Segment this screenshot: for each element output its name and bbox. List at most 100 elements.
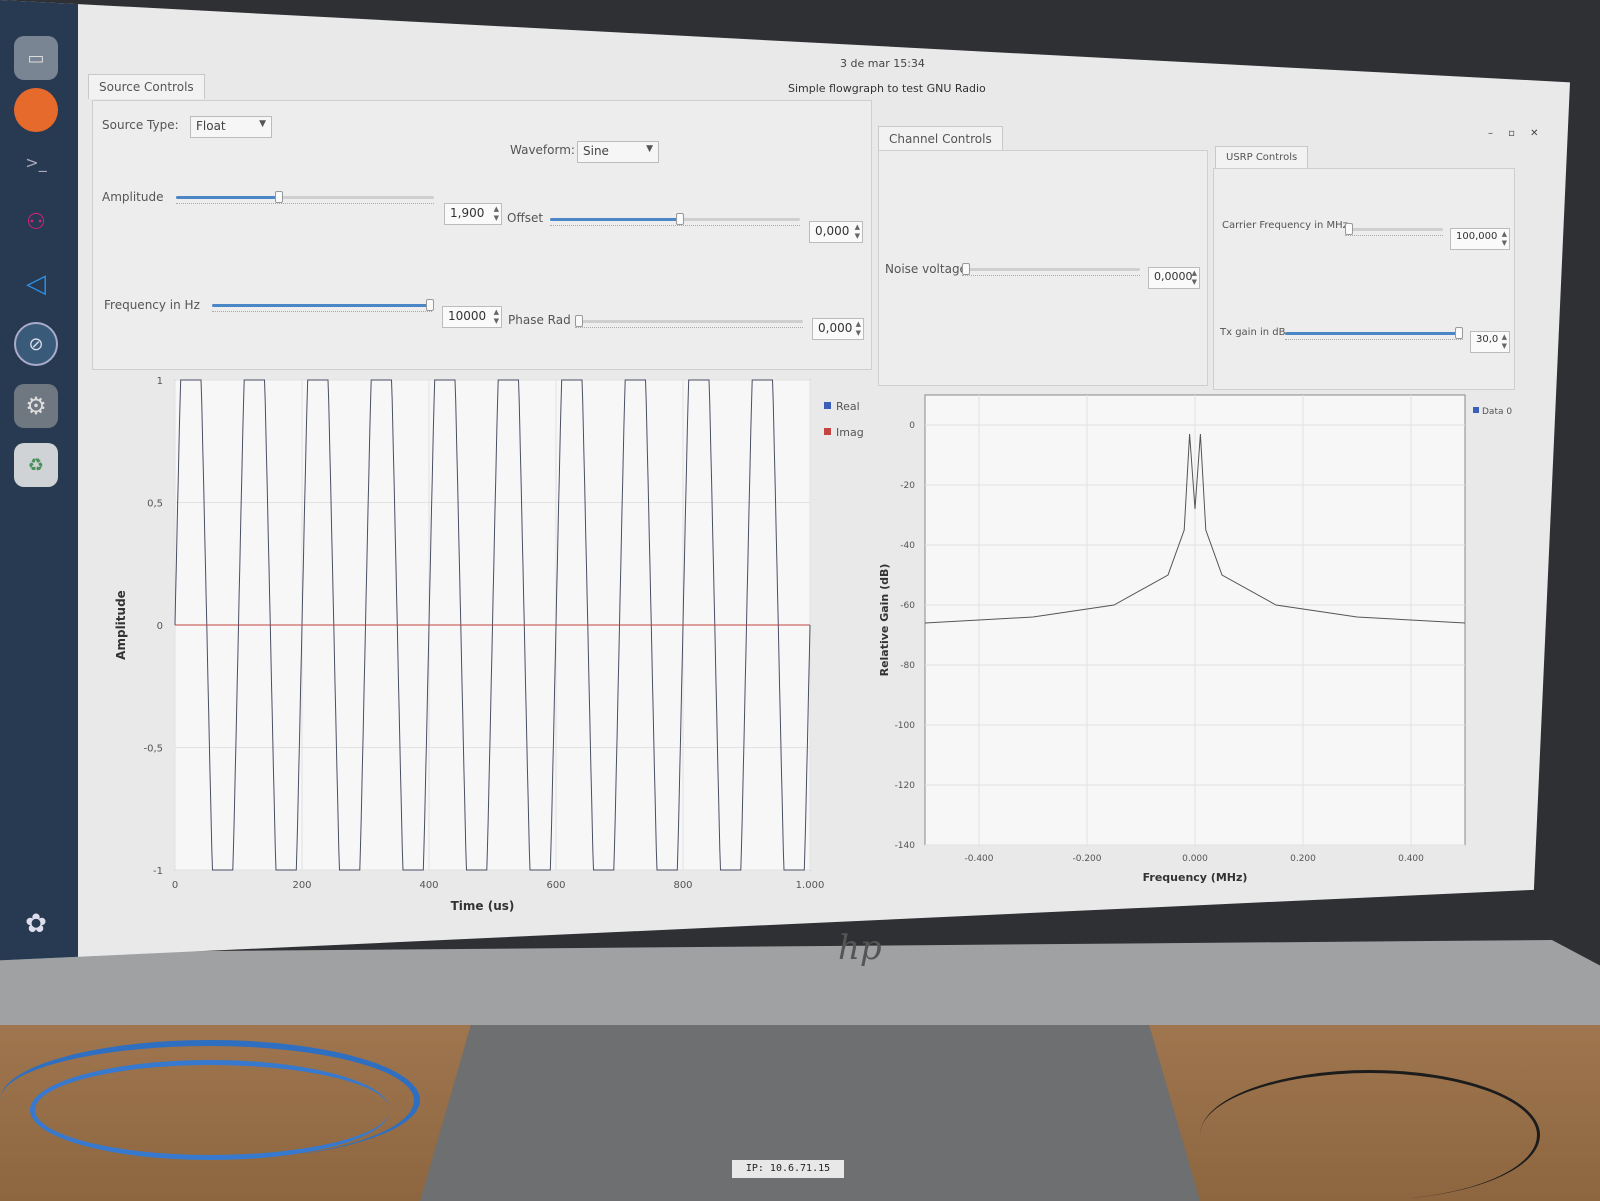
network-cable — [0, 1040, 420, 1160]
app-grid-icon[interactable]: ✿ — [25, 909, 47, 939]
chevron-down-icon: ▼ — [646, 144, 653, 154]
legend-swatch-data0 — [1473, 407, 1479, 413]
slider-ticks — [1345, 235, 1443, 237]
txgain-slider[interactable] — [1285, 326, 1464, 342]
y-tick-label: 0 — [909, 421, 915, 431]
phase-spinbox[interactable]: 0,000 ▲ ▼ — [812, 318, 864, 340]
x-tick-label: 400 — [419, 880, 438, 891]
spin-arrows-icon[interactable]: ▲ ▼ — [1501, 230, 1507, 247]
update-icon[interactable]: ⊘ — [14, 322, 58, 366]
power-cable — [1200, 1070, 1540, 1200]
slider-handle[interactable] — [275, 191, 284, 203]
slider-handle[interactable] — [425, 299, 434, 311]
tab-channel-controls[interactable]: Channel Controls — [878, 126, 1003, 151]
spin-arrows-icon[interactable]: ▲ ▼ — [1501, 333, 1507, 350]
offset-slider[interactable] — [550, 212, 800, 228]
txgain-value: 30,0 — [1476, 334, 1499, 345]
gnuradio-icon[interactable]: ⚇ — [26, 209, 46, 235]
monitor-chin — [0, 940, 1600, 1025]
window-controls[interactable]: – ▫ ✕ — [1488, 128, 1545, 139]
y-tick-label: -1 — [153, 866, 163, 877]
usrp-controls-panel — [1213, 168, 1515, 390]
time-domain-plot[interactable]: 0 200 400 600 800 1.000 1 0,5 0 -0,5 -1 Time (us) Am… — [100, 370, 870, 915]
x-tick-label: 800 — [673, 880, 692, 891]
spin-arrows-icon[interactable]: ▲ ▼ — [493, 308, 499, 325]
y-tick-label: -0,5 — [143, 744, 163, 755]
x-axis-title: Time (us) — [451, 899, 515, 913]
carrier-slider[interactable] — [1345, 222, 1443, 238]
legend-label-data0: Data 0 — [1482, 407, 1512, 417]
x-tick-label: 0.400 — [1398, 854, 1424, 864]
y-tick-label: -20 — [900, 481, 915, 491]
offset-spinbox[interactable]: 0,000 ▲ ▼ — [809, 221, 863, 243]
spin-arrows-icon[interactable]: ▲ ▼ — [854, 223, 860, 240]
settings-icon[interactable]: ⚙ — [14, 384, 58, 428]
window-title: Simple flowgraph to test GNU Radio — [788, 82, 986, 95]
carrier-label: Carrier Frequency in MHz — [1222, 220, 1348, 231]
source-type-dropdown[interactable]: Float ▼ — [190, 116, 272, 138]
spin-arrows-icon[interactable]: ▲ ▼ — [1191, 269, 1197, 286]
slider-ticks — [212, 311, 432, 313]
amplitude-label: Amplitude — [102, 190, 164, 204]
spin-arrows-icon[interactable]: ▲ ▼ — [855, 320, 861, 337]
trash-icon[interactable]: ♻ — [14, 443, 58, 487]
phase-label: Phase Rad — [508, 313, 571, 327]
phase-slider[interactable] — [575, 314, 803, 330]
offset-value: 0,000 — [815, 224, 850, 238]
slider-handle[interactable] — [676, 213, 684, 225]
slider-ticks — [962, 275, 1140, 277]
frequency-plot[interactable]: -0.400 -0.200 0.000 0.200 0.400 0 -20 -40 -60 -80… — [870, 385, 1520, 885]
source-type-value: Float — [196, 119, 226, 133]
slider-ticks — [550, 225, 800, 227]
vscode-icon[interactable]: ◁ — [26, 269, 46, 299]
spin-arrows-icon[interactable]: ▲ ▼ — [493, 205, 499, 222]
carrier-spinbox[interactable]: 100,000 ▲ ▼ — [1450, 228, 1510, 250]
series-line-data0 — [924, 433, 1466, 624]
legend-label-imag: Imag — [836, 426, 864, 439]
frequency-value: 10000 — [448, 309, 487, 323]
network-cable — [30, 1060, 390, 1160]
clock[interactable]: 3 de mar 15:34 — [840, 57, 925, 70]
slider-handle[interactable] — [1455, 327, 1464, 339]
y-tick-label: -100 — [895, 721, 916, 731]
noise-spinbox[interactable]: 0,0000 ▲ ▼ — [1148, 267, 1200, 289]
slider-handle[interactable] — [1345, 223, 1353, 235]
slider-handle[interactable] — [962, 263, 970, 275]
slider-ticks — [176, 203, 434, 205]
y-tick-label: -60 — [900, 601, 915, 611]
slider-track — [1345, 228, 1443, 231]
txgain-spinbox[interactable]: 30,0 ▲ ▼ — [1470, 331, 1510, 353]
terminal-icon[interactable]: >_ — [25, 152, 47, 172]
hp-logo: hp — [838, 928, 882, 968]
frequency-spinbox[interactable]: 10000 ▲ ▼ — [442, 306, 502, 328]
x-tick-label: 600 — [546, 880, 565, 891]
files-icon[interactable]: ▭ — [14, 36, 58, 80]
noise-slider[interactable] — [962, 262, 1140, 278]
x-tick-label: 200 — [292, 880, 311, 891]
x-tick-label: -0.200 — [1072, 854, 1101, 864]
legend-swatch-real — [824, 402, 831, 409]
waveform-label: Waveform: — [510, 143, 575, 157]
amplitude-spinbox[interactable]: 1,900 ▲ ▼ — [444, 203, 502, 225]
y-tick-label: 0 — [157, 621, 163, 632]
legend-label-real: Real — [836, 400, 860, 413]
slider-handle[interactable] — [575, 315, 583, 327]
slider-track — [575, 320, 803, 323]
x-tick-label: 0.200 — [1290, 854, 1316, 864]
y-tick-label: -120 — [895, 781, 916, 791]
y-tick-label: -140 — [895, 841, 916, 851]
tab-usrp-controls[interactable]: USRP Controls — [1215, 146, 1309, 168]
slider-fill — [212, 304, 430, 307]
y-axis-title: Relative Gain (dB) — [878, 564, 891, 677]
tab-source-controls[interactable]: Source Controls — [88, 74, 205, 99]
x-tick-label: 1.000 — [796, 880, 825, 891]
carrier-value: 100,000 — [1456, 231, 1498, 242]
noise-label: Noise voltage — [885, 262, 967, 276]
waveform-dropdown[interactable]: Sine ▼ — [577, 141, 659, 163]
frequency-slider[interactable] — [212, 298, 434, 314]
ip-sticker: IP: 10.6.71.15 — [732, 1160, 844, 1178]
frequency-label: Frequency in Hz — [104, 298, 200, 312]
x-tick-label: -0.400 — [964, 854, 993, 864]
amplitude-slider[interactable] — [176, 190, 434, 206]
firefox-icon[interactable] — [14, 88, 58, 132]
